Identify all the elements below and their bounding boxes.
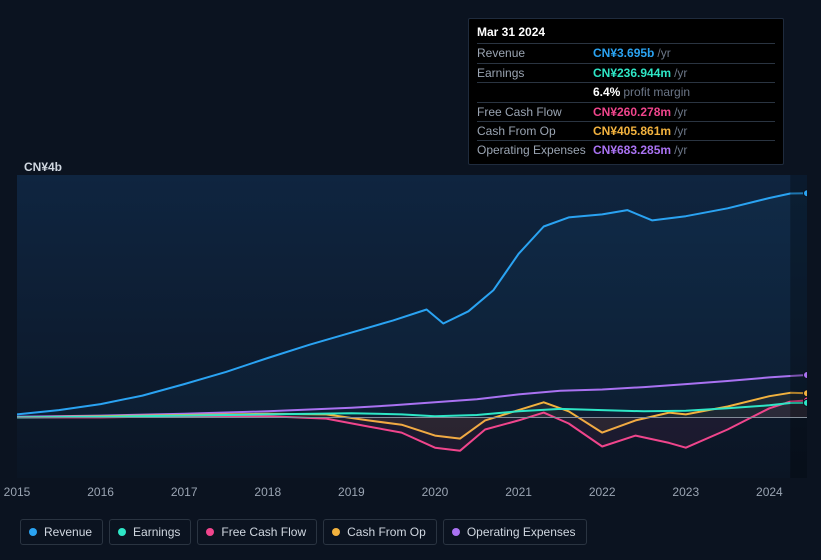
- x-axis-tick-label: 2018: [254, 485, 281, 499]
- x-axis-tick-label: 2020: [422, 485, 449, 499]
- legend-item-label: Revenue: [44, 525, 92, 539]
- legend-item[interactable]: Cash From Op: [323, 519, 437, 545]
- tooltip-row: Free Cash FlowCN¥260.278m/yr: [477, 102, 775, 121]
- tooltip-row-suffix: /yr: [657, 46, 670, 60]
- tooltip-row-value: CN¥405.861m: [593, 124, 671, 138]
- chart-legend: Revenue Earnings Free Cash Flow Cash From O…: [20, 519, 587, 545]
- x-axis-tick-label: 2019: [338, 485, 365, 499]
- legend-item-label: Cash From Op: [347, 525, 426, 539]
- x-axis-tick-label: 2022: [589, 485, 616, 499]
- tooltip-date: Mar 31 2024: [477, 25, 775, 39]
- tooltip-row-label: [477, 85, 593, 99]
- legend-item[interactable]: Earnings: [109, 519, 191, 545]
- chart-tooltip: Mar 31 2024 RevenueCN¥3.695b/yrEarningsC…: [468, 18, 784, 165]
- tooltip-row-label: Free Cash Flow: [477, 105, 593, 119]
- x-axis-tick-label: 2023: [672, 485, 699, 499]
- legend-dot-icon: [206, 528, 214, 536]
- tooltip-row-suffix: /yr: [674, 105, 687, 119]
- tooltip-row-suffix: profit margin: [623, 85, 690, 99]
- tooltip-row-label: Cash From Op: [477, 124, 593, 138]
- x-axis-tick-label: 2015: [4, 485, 31, 499]
- x-axis-tick-label: 2021: [505, 485, 532, 499]
- x-axis-tick-label: 2016: [87, 485, 114, 499]
- tooltip-row-suffix: /yr: [674, 143, 687, 157]
- y-axis-label: CN¥4b: [24, 160, 62, 174]
- tooltip-row: Operating ExpensesCN¥683.285m/yr: [477, 140, 775, 159]
- tooltip-row: EarningsCN¥236.944m/yr: [477, 63, 775, 82]
- zero-axis-line: [17, 417, 807, 418]
- tooltip-row-value: CN¥3.695b: [593, 46, 654, 60]
- legend-item-label: Earnings: [133, 525, 180, 539]
- legend-dot-icon: [118, 528, 126, 536]
- tooltip-row-suffix: /yr: [674, 124, 687, 138]
- tooltip-row-value: CN¥236.944m: [593, 66, 671, 80]
- legend-dot-icon: [332, 528, 340, 536]
- x-axis-tick-label: 2017: [171, 485, 198, 499]
- legend-item-label: Operating Expenses: [467, 525, 576, 539]
- tooltip-row-label: Revenue: [477, 46, 593, 60]
- legend-item-label: Free Cash Flow: [221, 525, 306, 539]
- legend-item[interactable]: Free Cash Flow: [197, 519, 317, 545]
- tooltip-row-value: CN¥683.285m: [593, 143, 671, 157]
- legend-dot-icon: [29, 528, 37, 536]
- tooltip-row-label: Earnings: [477, 66, 593, 80]
- legend-dot-icon: [452, 528, 460, 536]
- tooltip-row-value: 6.4%: [593, 85, 620, 99]
- financials-chart: [17, 175, 807, 478]
- legend-item[interactable]: Revenue: [20, 519, 103, 545]
- tooltip-row: Cash From OpCN¥405.861m/yr: [477, 121, 775, 140]
- tooltip-row-suffix: /yr: [674, 66, 687, 80]
- tooltip-row-value: CN¥260.278m: [593, 105, 671, 119]
- legend-item[interactable]: Operating Expenses: [443, 519, 587, 545]
- tooltip-row: RevenueCN¥3.695b/yr: [477, 43, 775, 62]
- x-axis-tick-label: 2024: [756, 485, 783, 499]
- tooltip-row-label: Operating Expenses: [477, 143, 593, 157]
- tooltip-row: 6.4%profit margin: [477, 82, 775, 101]
